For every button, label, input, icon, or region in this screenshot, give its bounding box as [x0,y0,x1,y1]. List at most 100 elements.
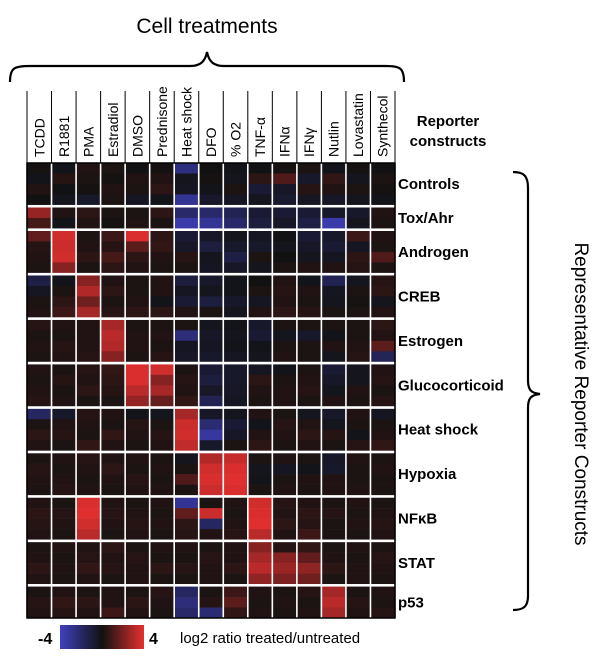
column-label: R1881 [56,116,72,157]
heatmap-cell [51,241,77,253]
heatmap-cell [76,262,101,274]
heatmap-cell [247,419,273,431]
heatmap-cell [51,251,77,263]
heatmap-cell [272,194,298,206]
heatmap-cell [370,508,396,519]
heatmap-cell [345,518,371,530]
heatmap-cell [100,306,126,318]
heatmap-cell [247,586,273,598]
heatmap-cell [125,419,150,431]
heatmap-cell [198,340,224,352]
heatmap-cell [76,374,101,386]
heatmap-cell [370,542,396,553]
heatmap-cell [247,194,273,206]
group-separator [27,406,395,409]
heatmap-cell [272,306,298,318]
heatmap-cell [100,173,126,185]
heatmap-cell [174,230,200,242]
heatmap-cell [100,275,126,287]
heatmap-cell [100,542,126,553]
row-label: STAT [398,555,435,572]
heatmap-cell [76,573,101,585]
heatmap-cell [345,440,371,451]
side-label: Representative Reporter Constructs [570,242,591,545]
heatmap-cell [272,275,298,287]
heatmap-cell [296,474,322,485]
heatmap-cell [296,296,322,308]
heatmap-cell [370,484,396,496]
heatmap-cell [321,552,347,564]
heatmap-cell [198,529,224,540]
heatmap-cell [149,408,175,420]
heatmap-cell [76,163,101,174]
row-header-line-2: constructs [410,133,487,150]
heatmap-cell [27,408,52,420]
heatmap-cell [296,251,322,263]
heatmap-cell [321,217,347,229]
heatmap-cell [51,340,77,352]
heatmap-cell [247,429,273,441]
heatmap-cell [27,508,52,519]
heatmap-cell [51,194,77,206]
heatmap-cell [272,319,298,331]
heatmap-cell [198,586,224,598]
heatmap-cell [345,163,371,174]
heatmap-cell [174,163,200,174]
heatmap-cell [27,563,52,574]
heatmap-cell [100,296,126,308]
heatmap-cell [174,285,200,297]
heatmap-cell [272,374,298,386]
heatmap-cell [76,306,101,318]
heatmap-cell [51,453,77,464]
heatmap-cell [100,285,126,297]
heatmap-cell [100,163,126,174]
heatmap-cell [223,374,249,386]
column-label: Estradiol [105,103,121,157]
heatmap-cell [345,453,371,464]
column-label: Prednisone [154,86,170,157]
heatmap-cell [198,285,224,297]
heatmap-cell [223,607,249,619]
heatmap-cell [198,207,224,219]
heatmap-cell [174,440,200,451]
heatmap-cell [370,573,396,585]
heatmap-cell [247,340,273,352]
heatmap-cell [198,508,224,519]
heatmap-cell [76,552,101,564]
heatmap-cell [174,194,200,206]
heatmap-cell [51,374,77,386]
heatmap-cell [149,275,175,287]
heatmap-cell [247,163,273,174]
heatmap-cell [125,374,150,386]
heatmap-cell [51,306,77,318]
heatmap-cell [272,364,298,376]
heatmap-cell [198,497,224,509]
heatmap-cell [370,351,396,363]
heatmap-cell [51,163,77,174]
column-labels: TCDD R1881 PMA Estradiol DMSO Prednisone Heat … [31,86,390,157]
heatmap-cell [321,275,347,287]
heatmap-cell [223,474,249,485]
heatmap-cell [247,306,273,318]
heatmap-cell [174,474,200,485]
heatmap-cell [76,173,101,185]
heatmap-cell [125,542,150,553]
heatmap-cell [125,251,150,263]
heatmap-cell [149,364,175,376]
heatmap-cell [370,395,396,407]
heatmap-cell [125,351,150,363]
heatmap-cell [149,573,175,585]
heatmap-cell [296,573,322,585]
heatmap-cell [76,275,101,287]
heatmap-cell [247,395,273,407]
heatmap-cell [296,497,322,509]
heatmap-cell [272,497,298,509]
heatmap-cell [296,518,322,530]
heatmap-cell [149,563,175,574]
heatmap-cell [247,351,273,363]
heatmap-cell [174,340,200,352]
group-separator [27,272,395,276]
heatmap-cell [125,529,150,540]
heatmap-cell [296,453,322,464]
heatmap-cell [345,230,371,242]
